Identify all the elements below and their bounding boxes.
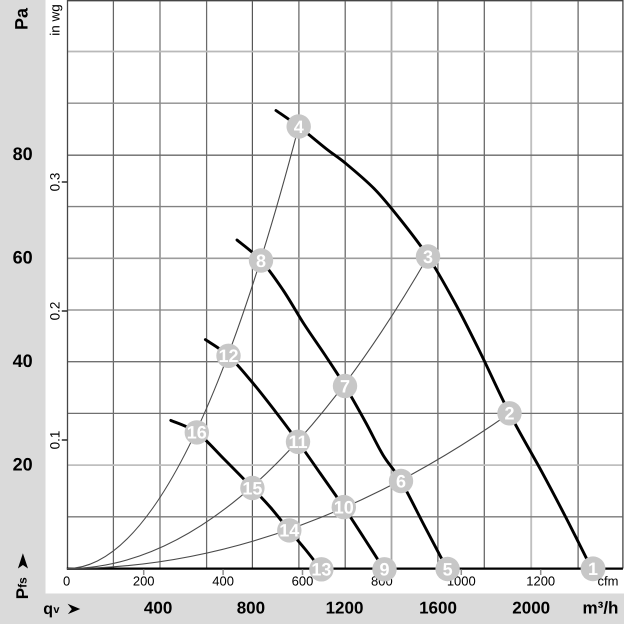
svg-text:20: 20 bbox=[13, 454, 33, 474]
svg-text:Pfs: Pfs bbox=[13, 577, 32, 599]
svg-text:80: 80 bbox=[13, 144, 33, 164]
svg-text:2: 2 bbox=[504, 404, 514, 424]
svg-text:cfm: cfm bbox=[598, 574, 619, 589]
svg-text:16: 16 bbox=[187, 423, 207, 443]
svg-text:0.1: 0.1 bbox=[48, 431, 63, 450]
svg-text:10: 10 bbox=[334, 497, 354, 517]
svg-text:8: 8 bbox=[256, 251, 266, 271]
svg-text:800: 800 bbox=[237, 599, 265, 618]
svg-text:7: 7 bbox=[340, 376, 350, 396]
svg-text:1: 1 bbox=[588, 559, 598, 579]
svg-text:400: 400 bbox=[144, 599, 172, 618]
svg-text:13: 13 bbox=[311, 560, 331, 580]
svg-text:q: q bbox=[43, 601, 53, 618]
svg-text:in wg: in wg bbox=[47, 4, 62, 36]
svg-text:0: 0 bbox=[63, 574, 70, 589]
svg-text:4: 4 bbox=[294, 117, 304, 137]
svg-text:14: 14 bbox=[279, 521, 299, 541]
svg-text:40: 40 bbox=[13, 351, 33, 371]
svg-text:Pa: Pa bbox=[12, 7, 32, 30]
svg-text:1600: 1600 bbox=[419, 599, 457, 618]
svg-text:0.2: 0.2 bbox=[48, 302, 63, 321]
svg-text:m³/h: m³/h bbox=[583, 599, 619, 618]
svg-text:2000: 2000 bbox=[512, 599, 550, 618]
svg-text:12: 12 bbox=[218, 346, 238, 366]
svg-text:1200: 1200 bbox=[326, 599, 364, 618]
svg-text:200: 200 bbox=[133, 574, 155, 589]
svg-text:9: 9 bbox=[379, 560, 389, 580]
svg-text:15: 15 bbox=[242, 478, 262, 498]
svg-text:5: 5 bbox=[443, 559, 453, 579]
svg-text:6: 6 bbox=[396, 471, 406, 491]
svg-text:600: 600 bbox=[292, 574, 314, 589]
svg-text:0.3: 0.3 bbox=[48, 173, 63, 192]
svg-text:400: 400 bbox=[212, 574, 234, 589]
svg-text:v: v bbox=[53, 604, 60, 616]
svg-text:11: 11 bbox=[288, 432, 307, 452]
svg-text:1200: 1200 bbox=[526, 574, 555, 589]
svg-text:60: 60 bbox=[13, 248, 33, 268]
svg-text:3: 3 bbox=[423, 247, 433, 267]
